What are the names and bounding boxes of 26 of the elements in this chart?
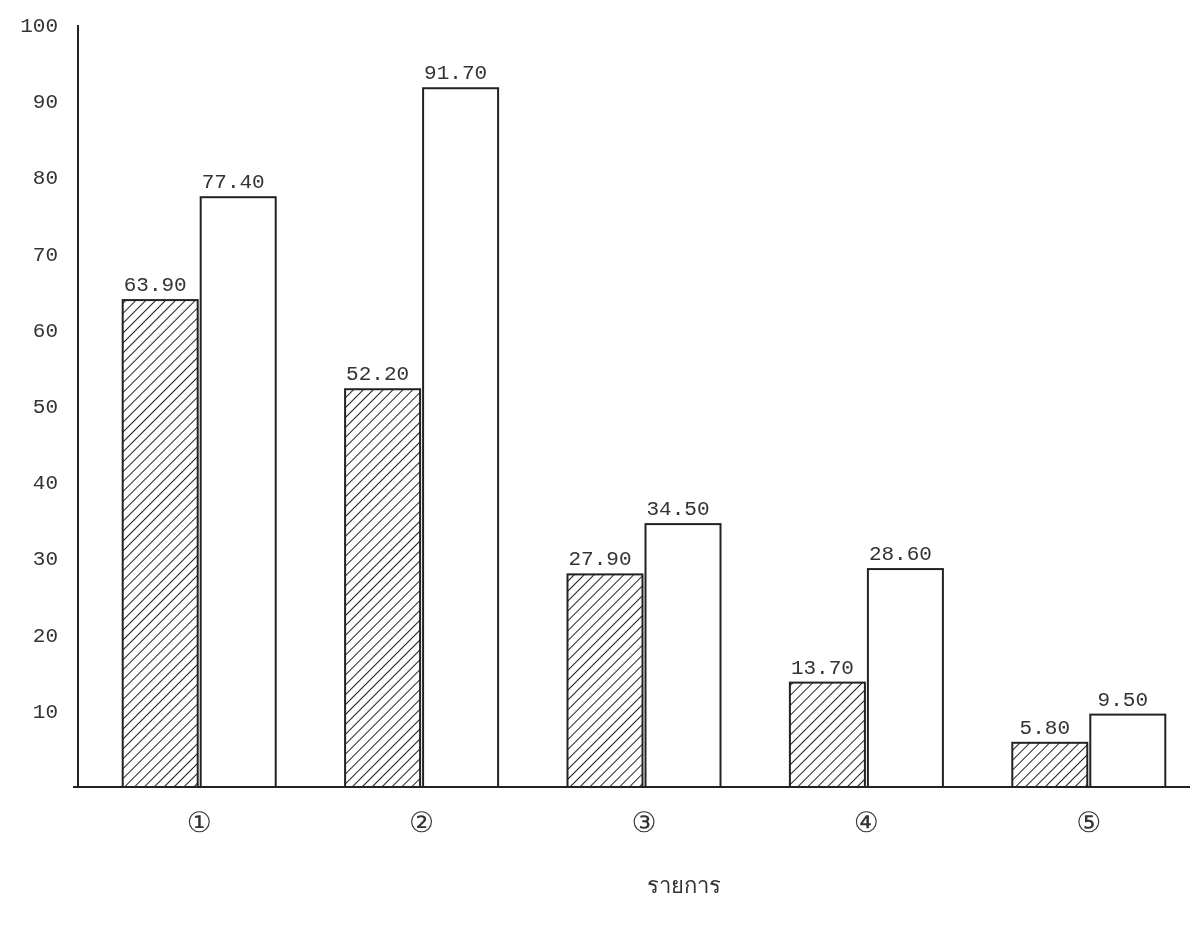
y-tick-label: 60 [32,319,58,343]
y-tick-label: 10 [32,700,58,724]
y-tick-label: 30 [32,548,58,572]
data-label: 52.20 [346,363,410,387]
data-label: 9.50 [1097,688,1149,712]
y-tick-label: 40 [32,472,58,496]
y-tick-label: 50 [32,396,58,419]
data-label: 5.80 [1019,716,1071,740]
data-label: 34.50 [646,498,710,522]
x-axis-title: รายการ [647,873,721,898]
y-tick-label: 100 [20,15,58,38]
x-tick-label: ④ [853,806,879,839]
x-tick-label: ② [409,806,435,839]
y-tick-label: 90 [32,91,58,115]
data-label: 27.90 [568,548,632,572]
data-label: 13.70 [790,656,854,680]
data-label: 91.70 [424,62,488,86]
y-tick-label: 80 [32,167,58,191]
x-tick-label: ③ [631,806,657,839]
data-label: 63.90 [123,274,187,298]
x-tick-label: ① [186,806,212,839]
y-tick-label: 70 [32,243,58,267]
y-tick-label: 20 [32,624,58,648]
data-label: 77.40 [201,171,265,195]
x-tick-label: ⑤ [1076,806,1102,839]
data-label: 28.60 [868,543,932,567]
